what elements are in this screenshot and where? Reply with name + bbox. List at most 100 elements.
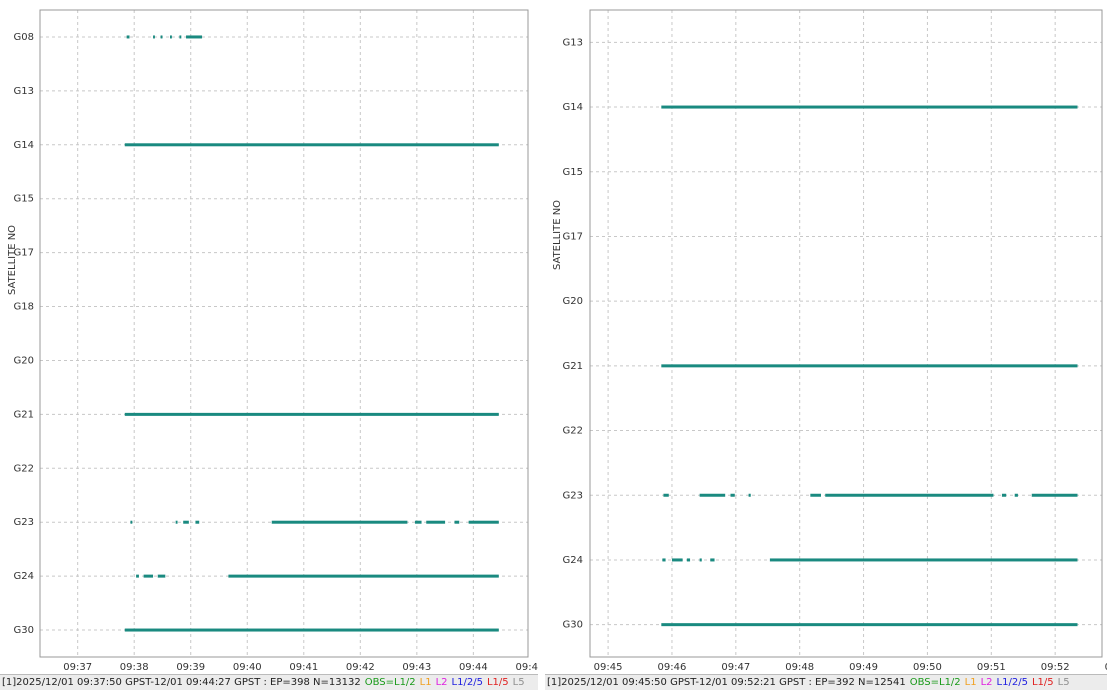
- plot-frame: [589, 9, 1103, 658]
- y-tick-label: G13: [14, 86, 34, 97]
- y-tick-label: G20: [563, 296, 583, 307]
- x-tick-label: 09:42: [346, 662, 375, 672]
- observation-span: [1014, 493, 1018, 497]
- y-tick-label: G21: [563, 361, 583, 372]
- status-text: OBS=L1/2: [909, 677, 961, 688]
- y-tick-label: G15: [14, 194, 34, 205]
- x-tick-label: 09:43: [402, 662, 431, 672]
- status-text: L5: [512, 677, 525, 688]
- status-text: L1/2/5: [451, 677, 483, 688]
- x-tick-label: 09:45: [515, 662, 538, 672]
- status-text: [1]2025/12/01 09:37:50 GPST-12/01 09:44:…: [2, 677, 361, 688]
- observation-span: [454, 520, 460, 524]
- x-tick-label: 09:41: [289, 662, 318, 672]
- y-tick-label: G21: [14, 409, 34, 420]
- observation-span: [126, 35, 130, 39]
- observation-span: [699, 558, 702, 562]
- observation-span: [810, 493, 821, 497]
- observation-span: [671, 558, 683, 562]
- status-text: L1: [964, 677, 977, 688]
- y-tick-label: G17: [14, 248, 34, 259]
- status-text: L1/5: [486, 677, 509, 688]
- observation-span: [186, 35, 203, 39]
- x-tick-label: 09:44: [459, 662, 488, 672]
- y-tick-label: G17: [563, 231, 583, 242]
- observation-span: [179, 35, 182, 39]
- y-tick-label: G24: [563, 555, 583, 566]
- observation-span: [414, 520, 422, 524]
- observation-span: [195, 520, 200, 524]
- observation-span: [769, 558, 1078, 562]
- observation-span: [175, 520, 178, 524]
- y-tick-label: G15: [563, 167, 583, 178]
- plot-panel: 09:45 09:46 09:47 09:48 09:49 09:50 09:51 09:52…: [545, 0, 1107, 690]
- observation-span: [1031, 493, 1078, 497]
- observation-span: [468, 520, 499, 524]
- observation-span: [130, 520, 133, 524]
- observation-span: [153, 35, 155, 39]
- x-tick-label: 09:40: [233, 662, 262, 672]
- observation-span: [663, 493, 669, 497]
- status-text: L5: [1057, 677, 1070, 688]
- observation-span: [157, 574, 166, 578]
- observation-span: [183, 520, 189, 524]
- y-tick-label: G30: [563, 620, 583, 631]
- chart: 09:37 09:38 09:39 09:40 09:41 09:42 09:43 09:44…: [7, 9, 538, 672]
- status-text: L1: [419, 677, 432, 688]
- observation-span: [426, 520, 446, 524]
- y-tick-label: G23: [14, 517, 34, 528]
- y-tick-label: G20: [14, 355, 34, 366]
- x-tick-label: 09:50: [913, 662, 942, 672]
- observation-span: [686, 558, 691, 562]
- x-tick-label: 09:49: [849, 662, 878, 672]
- observation-span: [1001, 493, 1007, 497]
- status-text: L2: [435, 677, 448, 688]
- y-tick-label: G14: [14, 140, 34, 151]
- observation-span: [124, 412, 499, 416]
- y-axis-label: SATELLITE NO: [7, 225, 18, 295]
- status-text: OBS=L1/2: [364, 677, 416, 688]
- y-tick-label: G14: [563, 102, 583, 113]
- plot-panel: 09:37 09:38 09:39 09:40 09:41 09:42 09:43 09:44…: [0, 0, 538, 690]
- x-tick-label: 09:38: [120, 662, 149, 672]
- status-text: L2: [980, 677, 993, 688]
- y-axis-label: SATELLITE NO: [552, 200, 563, 270]
- observation-span: [170, 35, 172, 39]
- observation-span: [136, 574, 139, 578]
- x-tick-label: 09:39: [176, 662, 205, 672]
- observation-span: [160, 35, 163, 39]
- observation-span: [661, 364, 1078, 368]
- y-tick-label: G30: [14, 625, 34, 636]
- plot-frame: [39, 9, 529, 658]
- observation-span: [730, 493, 735, 497]
- status-text: L1/2/5: [996, 677, 1028, 688]
- observation-span: [748, 493, 751, 497]
- observation-span: [699, 493, 726, 497]
- observation-span: [124, 628, 499, 632]
- y-tick-label: G08: [14, 32, 34, 43]
- status-bar: [1]2025/12/01 09:37:50 GPST-12/01 09:44:…: [0, 674, 538, 690]
- observation-span: [124, 143, 499, 147]
- y-tick-label: G22: [14, 463, 34, 474]
- x-tick-label: 09:47: [721, 662, 750, 672]
- y-tick-label: G22: [563, 426, 583, 437]
- observation-span: [143, 574, 154, 578]
- x-tick-label: 09:52: [1041, 662, 1070, 672]
- x-tick-label: 09:48: [785, 662, 814, 672]
- observation-span: [825, 493, 994, 497]
- status-bar: [1]2025/12/01 09:45:50 GPST-12/01 09:52:…: [545, 674, 1107, 690]
- x-tick-label: 09:51: [977, 662, 1006, 672]
- x-tick-label: 09:37: [63, 662, 92, 672]
- y-tick-label: G24: [14, 571, 34, 582]
- observation-span: [271, 520, 408, 524]
- chart: 09:45 09:46 09:47 09:48 09:49 09:50 09:51 09:52…: [552, 9, 1107, 672]
- observation-span: [710, 558, 715, 562]
- status-text: [1]2025/12/01 09:45:50 GPST-12/01 09:52:…: [547, 677, 906, 688]
- y-tick-label: G13: [563, 37, 583, 48]
- x-tick-label: 09:45: [594, 662, 623, 672]
- y-tick-label: G18: [14, 302, 34, 313]
- observation-span: [662, 558, 666, 562]
- status-text: L1/5: [1031, 677, 1054, 688]
- x-tick-label: 09:53: [1105, 662, 1107, 672]
